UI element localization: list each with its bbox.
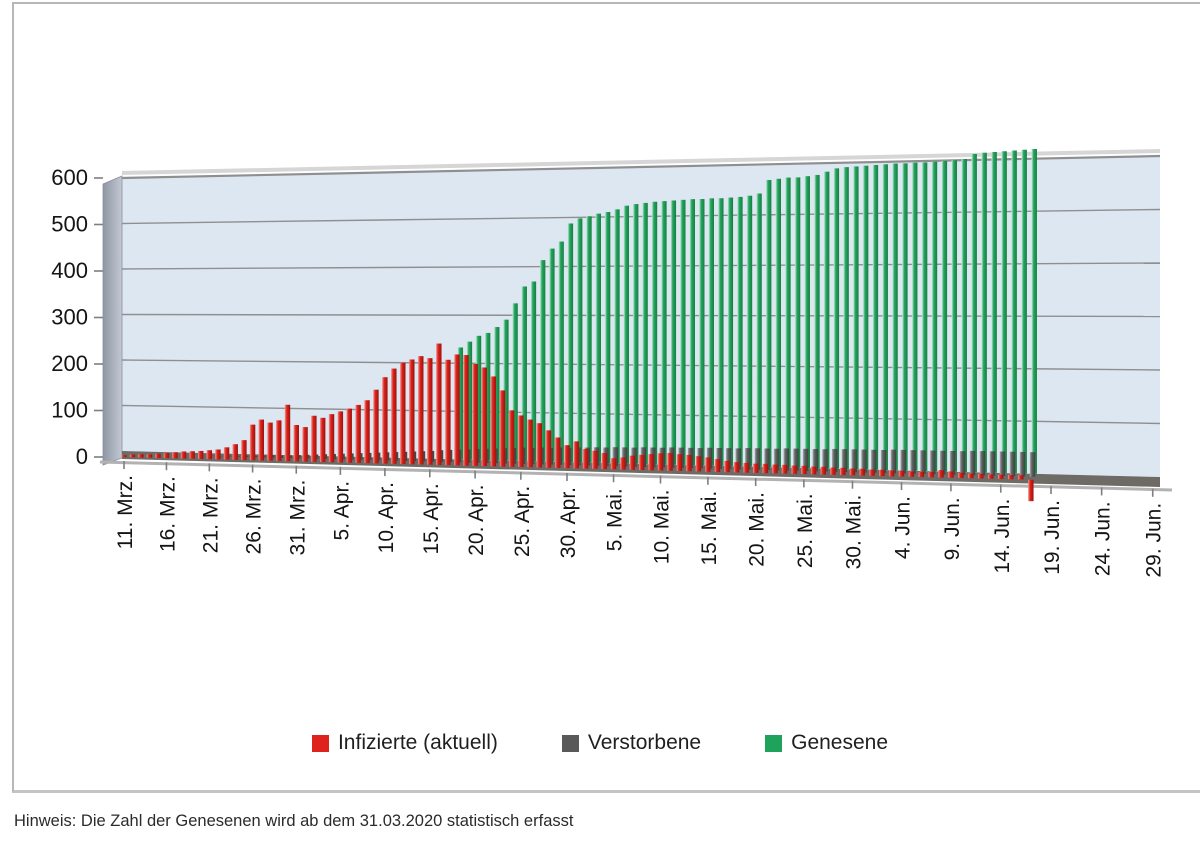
gridlines: [121, 154, 1161, 425]
legend-label-genesene: Genesene: [791, 731, 889, 754]
chart-legend: Infizierte (aktuell) Verstorbene Genesen…: [0, 731, 1200, 755]
x-axis: 11. Mrz. 16. Mrz. 21. Mrz. 26. Mrz. 31. Mrz.…: [114, 461, 1166, 578]
svg-text:20. Apr.: 20. Apr.: [465, 485, 488, 556]
svg-text:30. Apr.: 30. Apr.: [557, 487, 580, 558]
x-axis-line: [99, 460, 1173, 492]
legend-item-infizierte: Infizierte (aktuell): [311, 731, 498, 755]
svg-text:9. Jun.: 9. Jun.: [941, 497, 964, 560]
svg-text:25. Apr.: 25. Apr.: [511, 486, 534, 557]
svg-text:0: 0: [76, 444, 88, 469]
svg-text:26. Mrz.: 26. Mrz.: [243, 479, 266, 555]
plot-back-wall: [122, 156, 1160, 477]
svg-text:15. Apr.: 15. Apr.: [420, 483, 443, 554]
svg-text:10. Mai.: 10. Mai.: [651, 490, 674, 565]
svg-text:5. Mai.: 5. Mai.: [604, 488, 627, 551]
legend-item-verstorbene: Verstorbene: [561, 731, 702, 755]
svg-text:200: 200: [51, 351, 88, 376]
svg-text:4. Jun.: 4. Jun.: [891, 496, 914, 559]
svg-text:300: 300: [51, 305, 88, 330]
legend-swatch-verstorbene: [561, 734, 579, 752]
svg-text:20. Mai.: 20. Mai.: [746, 492, 769, 567]
svg-text:21. Mrz.: 21. Mrz.: [199, 477, 222, 553]
legend-item-genesene: Genesene: [765, 731, 888, 755]
bars-genesene: [457, 148, 1037, 474]
legend-label-verstorbene: Verstorbene: [587, 731, 702, 754]
legend-label-infizierte: Infizierte (aktuell): [337, 731, 498, 754]
svg-text:5. Apr.: 5. Apr.: [330, 481, 353, 541]
legend-swatch-infizierte: [311, 734, 329, 752]
plot-top-face: [122, 149, 1160, 175]
svg-text:10. Apr.: 10. Apr.: [375, 482, 398, 553]
svg-text:29. Jun.: 29. Jun.: [1143, 503, 1166, 578]
svg-text:24. Jun.: 24. Jun.: [1092, 501, 1115, 576]
svg-text:30. Mai.: 30. Mai.: [842, 495, 865, 570]
svg-text:400: 400: [51, 258, 88, 283]
y-axis: 0 100 200 300 400 500 600: [51, 165, 103, 469]
svg-text:16. Mrz.: 16. Mrz.: [156, 476, 179, 552]
legend-swatch-genesene: [765, 734, 783, 752]
chart-frame: [12, 2, 1200, 793]
svg-text:14. Jun.: 14. Jun.: [991, 499, 1014, 574]
bars-infizierte-aktuell-: [121, 343, 1034, 502]
svg-text:19. Jun.: 19. Jun.: [1041, 500, 1064, 575]
svg-text:25. Mai.: 25. Mai.: [794, 493, 817, 568]
svg-text:600: 600: [51, 165, 88, 190]
svg-text:100: 100: [51, 398, 88, 423]
footnote: Hinweis: Die Zahl der Genesenen wird ab …: [14, 812, 574, 830]
svg-text:15. Mai.: 15. Mai.: [698, 491, 721, 566]
svg-text:500: 500: [51, 212, 88, 237]
svg-text:11. Mrz.: 11. Mrz.: [114, 475, 137, 549]
svg-text:31. Mrz.: 31. Mrz.: [286, 480, 309, 556]
plot-left-wall: [102, 175, 123, 466]
